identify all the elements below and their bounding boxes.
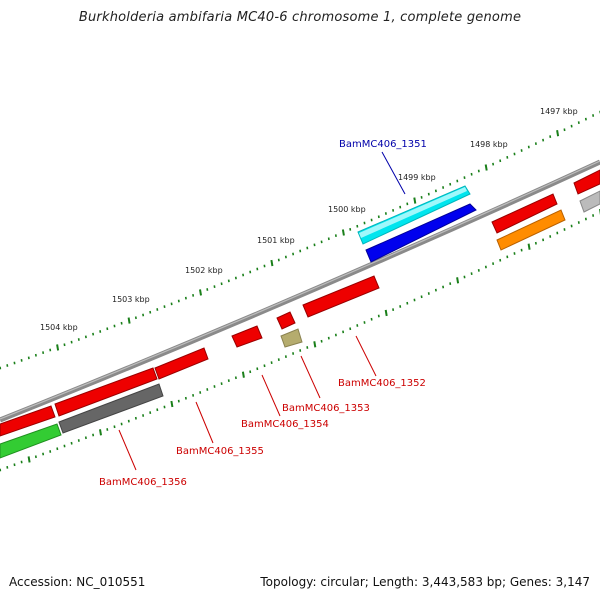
gene-bar-red-1354[interactable] xyxy=(231,325,263,348)
gene-bar-blue[interactable] xyxy=(365,203,477,263)
scale-label-1497: 1497 kbp xyxy=(540,107,578,116)
scale-label-1501: 1501 kbp xyxy=(257,236,295,245)
major-tick xyxy=(456,277,460,284)
gene-label-1351[interactable]: BamMC406_1351 xyxy=(339,139,427,150)
gene-bar-grey[interactable] xyxy=(58,383,164,434)
major-tick xyxy=(341,229,345,236)
major-tick xyxy=(384,309,388,317)
gene-bar-cyan-highlight xyxy=(359,187,467,238)
genome-summary: Topology: circular; Length: 3,443,583 bp… xyxy=(260,575,590,589)
gene-bar-lightgrey-edge[interactable] xyxy=(579,190,600,213)
callout-line-1355 xyxy=(195,401,214,444)
gene-bar-red-1356[interactable] xyxy=(54,367,158,417)
gene-bar-green[interactable] xyxy=(0,423,62,459)
major-tick xyxy=(556,130,560,137)
callout-line-1352 xyxy=(355,335,377,377)
gene-label-1354[interactable]: BamMC406_1354 xyxy=(241,419,329,430)
gene-bar-red-1352[interactable] xyxy=(302,275,380,318)
gene-label-1353[interactable]: BamMC406_1353 xyxy=(282,403,370,414)
scale-label-1498: 1498 kbp xyxy=(470,140,508,149)
callout-line-1351 xyxy=(381,151,406,195)
major-tick xyxy=(170,400,174,408)
scale-label-1500: 1500 kbp xyxy=(328,205,366,214)
outer-tick-track xyxy=(0,110,600,370)
major-tick xyxy=(56,344,60,351)
callout-line-1353 xyxy=(300,355,321,399)
accession-label: Accession: NC_010551 xyxy=(9,575,146,589)
major-tick xyxy=(127,317,131,324)
major-tick xyxy=(413,197,417,204)
major-tick xyxy=(484,164,488,171)
gene-bar-orange[interactable] xyxy=(496,209,566,251)
gene-label-1352[interactable]: BamMC406_1352 xyxy=(338,378,426,389)
major-tick xyxy=(199,289,202,296)
gene-bar-red-left[interactable] xyxy=(0,405,56,437)
gene-label-1356[interactable]: BamMC406_1356 xyxy=(99,477,187,488)
genome-backbone-shine xyxy=(0,160,600,420)
major-tick xyxy=(241,371,245,378)
scale-label-1502: 1502 kbp xyxy=(185,266,223,275)
major-tick xyxy=(527,243,531,250)
gene-bar-red-1355[interactable] xyxy=(154,347,209,380)
gene-bar-olive-1353[interactable] xyxy=(280,328,303,348)
inner-tick-track xyxy=(0,209,600,472)
scale-label-1503: 1503 kbp xyxy=(112,295,150,304)
gene-bar-red-plus[interactable] xyxy=(491,193,558,234)
map-title: Burkholderia ambifaria MC40-6 chromosome… xyxy=(78,10,522,25)
gene-bar-red-1353a[interactable] xyxy=(276,311,296,330)
callout-line-1354 xyxy=(261,374,281,417)
genome-backbone xyxy=(0,159,600,423)
scale-label-1504: 1504 kbp xyxy=(40,323,78,332)
major-tick xyxy=(99,429,102,436)
major-tick xyxy=(27,456,31,463)
scale-label-1499: 1499 kbp xyxy=(398,173,436,182)
major-tick xyxy=(270,259,274,267)
major-tick xyxy=(313,341,317,348)
gene-label-1355[interactable]: BamMC406_1355 xyxy=(176,446,264,457)
gene-bar-red-edge[interactable] xyxy=(573,169,600,195)
callout-line-1356 xyxy=(118,429,137,471)
